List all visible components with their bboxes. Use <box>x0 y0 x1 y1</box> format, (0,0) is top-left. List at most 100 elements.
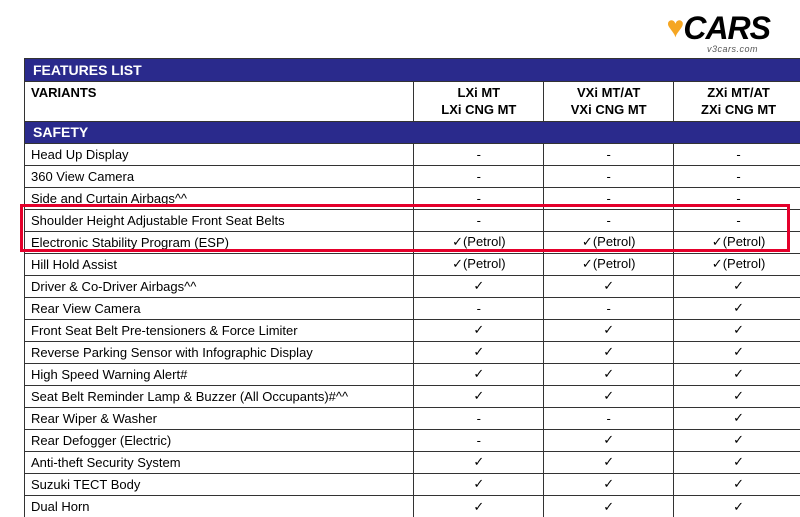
features-table-container: FEATURES LIST VARIANTS LXi MT LXi CNG MT… <box>24 58 800 517</box>
feature-value-cell: ✓(Petrol) <box>414 253 544 275</box>
table-row: Electronic Stability Program (ESP)✓(Petr… <box>25 231 800 253</box>
feature-value-cell: ✓ <box>544 341 674 363</box>
feature-value-cell: ✓ <box>414 385 544 407</box>
feature-name-cell: Side and Curtain Airbags^^ <box>25 187 414 209</box>
feature-name-cell: Dual Horn <box>25 495 414 517</box>
feature-name-cell: Electronic Stability Program (ESP) <box>25 231 414 253</box>
brand-logo: ♥CARS <box>667 10 770 47</box>
features-list-header: FEATURES LIST <box>25 59 800 82</box>
feature-value-cell: ✓ <box>674 319 800 341</box>
table-row: Anti-theft Security System✓✓✓ <box>25 451 800 473</box>
col-line2: ZXi CNG MT <box>701 102 776 117</box>
feature-value-cell: ✓ <box>674 341 800 363</box>
table-row: Head Up Display--- <box>25 143 800 165</box>
feature-value-cell: ✓ <box>674 275 800 297</box>
feature-value-cell: - <box>414 187 544 209</box>
feature-name-cell: High Speed Warning Alert# <box>25 363 414 385</box>
feature-value-cell: ✓ <box>414 319 544 341</box>
feature-value-cell: ✓ <box>674 297 800 319</box>
feature-name-cell: Hill Hold Assist <box>25 253 414 275</box>
feature-value-cell: ✓ <box>544 319 674 341</box>
table-row: Rear Defogger (Electric)-✓✓ <box>25 429 800 451</box>
feature-value-cell: ✓ <box>544 451 674 473</box>
table-row: Driver & Co-Driver Airbags^^✓✓✓ <box>25 275 800 297</box>
feature-name-cell: Front Seat Belt Pre-tensioners & Force L… <box>25 319 414 341</box>
feature-value-cell: ✓ <box>674 473 800 495</box>
features-table: FEATURES LIST VARIANTS LXi MT LXi CNG MT… <box>24 58 800 517</box>
feature-value-cell: - <box>414 209 544 231</box>
features-list-header-row: FEATURES LIST <box>25 59 800 82</box>
feature-value-cell: ✓ <box>414 363 544 385</box>
feature-name-cell: Rear Wiper & Washer <box>25 407 414 429</box>
feature-value-cell: - <box>414 429 544 451</box>
col-line1: ZXi MT/AT <box>707 85 770 100</box>
table-row: Hill Hold Assist✓(Petrol)✓(Petrol)✓(Petr… <box>25 253 800 275</box>
feature-value-cell: ✓ <box>674 407 800 429</box>
feature-value-cell: - <box>414 165 544 187</box>
feature-value-cell: ✓(Petrol) <box>674 231 800 253</box>
feature-value-cell: - <box>674 209 800 231</box>
column-header-vxi: VXi MT/AT VXi CNG MT <box>544 82 674 122</box>
feature-value-cell: ✓ <box>674 385 800 407</box>
feature-name-cell: Driver & Co-Driver Airbags^^ <box>25 275 414 297</box>
logo-subtext: v3cars.com <box>707 44 758 54</box>
table-row: Dual Horn✓✓✓ <box>25 495 800 517</box>
feature-value-cell: - <box>544 297 674 319</box>
table-row: Reverse Parking Sensor with Infographic … <box>25 341 800 363</box>
feature-value-cell: ✓ <box>544 473 674 495</box>
table-row: Rear Wiper & Washer--✓ <box>25 407 800 429</box>
table-row: Shoulder Height Adjustable Front Seat Be… <box>25 209 800 231</box>
feature-name-cell: Shoulder Height Adjustable Front Seat Be… <box>25 209 414 231</box>
safety-header: SAFETY <box>25 121 800 143</box>
safety-header-row: SAFETY <box>25 121 800 143</box>
feature-value-cell: ✓ <box>544 429 674 451</box>
feature-value-cell: - <box>414 143 544 165</box>
feature-value-cell: ✓ <box>674 429 800 451</box>
table-row: Seat Belt Reminder Lamp & Buzzer (All Oc… <box>25 385 800 407</box>
feature-value-cell: ✓ <box>414 495 544 517</box>
feature-value-cell: - <box>544 143 674 165</box>
feature-value-cell: ✓(Petrol) <box>544 231 674 253</box>
feature-value-cell: ✓ <box>674 451 800 473</box>
feature-value-cell: ✓(Petrol) <box>544 253 674 275</box>
table-row: High Speed Warning Alert#✓✓✓ <box>25 363 800 385</box>
column-header-zxi: ZXi MT/AT ZXi CNG MT <box>674 82 800 122</box>
feature-name-cell: Reverse Parking Sensor with Infographic … <box>25 341 414 363</box>
table-row: Side and Curtain Airbags^^--- <box>25 187 800 209</box>
feature-value-cell: - <box>544 165 674 187</box>
table-row: 360 View Camera--- <box>25 165 800 187</box>
col-line2: LXi CNG MT <box>441 102 516 117</box>
feature-value-cell: ✓ <box>674 363 800 385</box>
heart-icon: ♥ <box>667 11 684 45</box>
col-line1: VXi MT/AT <box>577 85 640 100</box>
feature-value-cell: - <box>414 407 544 429</box>
feature-name-cell: 360 View Camera <box>25 165 414 187</box>
feature-name-cell: Suzuki TECT Body <box>25 473 414 495</box>
col-line1: LXi MT <box>458 85 501 100</box>
feature-value-cell: ✓ <box>414 451 544 473</box>
feature-value-cell: ✓ <box>544 275 674 297</box>
logo-text: CARS <box>683 10 770 46</box>
feature-value-cell: ✓ <box>544 495 674 517</box>
column-header-lxi: LXi MT LXi CNG MT <box>414 82 544 122</box>
col-line2: VXi CNG MT <box>571 102 647 117</box>
feature-value-cell: - <box>674 165 800 187</box>
table-row: Suzuki TECT Body✓✓✓ <box>25 473 800 495</box>
feature-name-cell: Seat Belt Reminder Lamp & Buzzer (All Oc… <box>25 385 414 407</box>
variants-label: VARIANTS <box>25 82 414 122</box>
feature-value-cell: - <box>544 407 674 429</box>
feature-name-cell: Rear Defogger (Electric) <box>25 429 414 451</box>
feature-value-cell: - <box>674 143 800 165</box>
feature-name-cell: Head Up Display <box>25 143 414 165</box>
table-row: Rear View Camera--✓ <box>25 297 800 319</box>
feature-value-cell: ✓(Petrol) <box>414 231 544 253</box>
feature-value-cell: - <box>544 187 674 209</box>
feature-value-cell: ✓ <box>414 473 544 495</box>
feature-value-cell: - <box>674 187 800 209</box>
feature-value-cell: ✓ <box>544 363 674 385</box>
variants-header-row: VARIANTS LXi MT LXi CNG MT VXi MT/AT VXi… <box>25 82 800 122</box>
feature-value-cell: ✓ <box>674 495 800 517</box>
feature-value-cell: ✓ <box>414 341 544 363</box>
feature-name-cell: Rear View Camera <box>25 297 414 319</box>
feature-name-cell: Anti-theft Security System <box>25 451 414 473</box>
